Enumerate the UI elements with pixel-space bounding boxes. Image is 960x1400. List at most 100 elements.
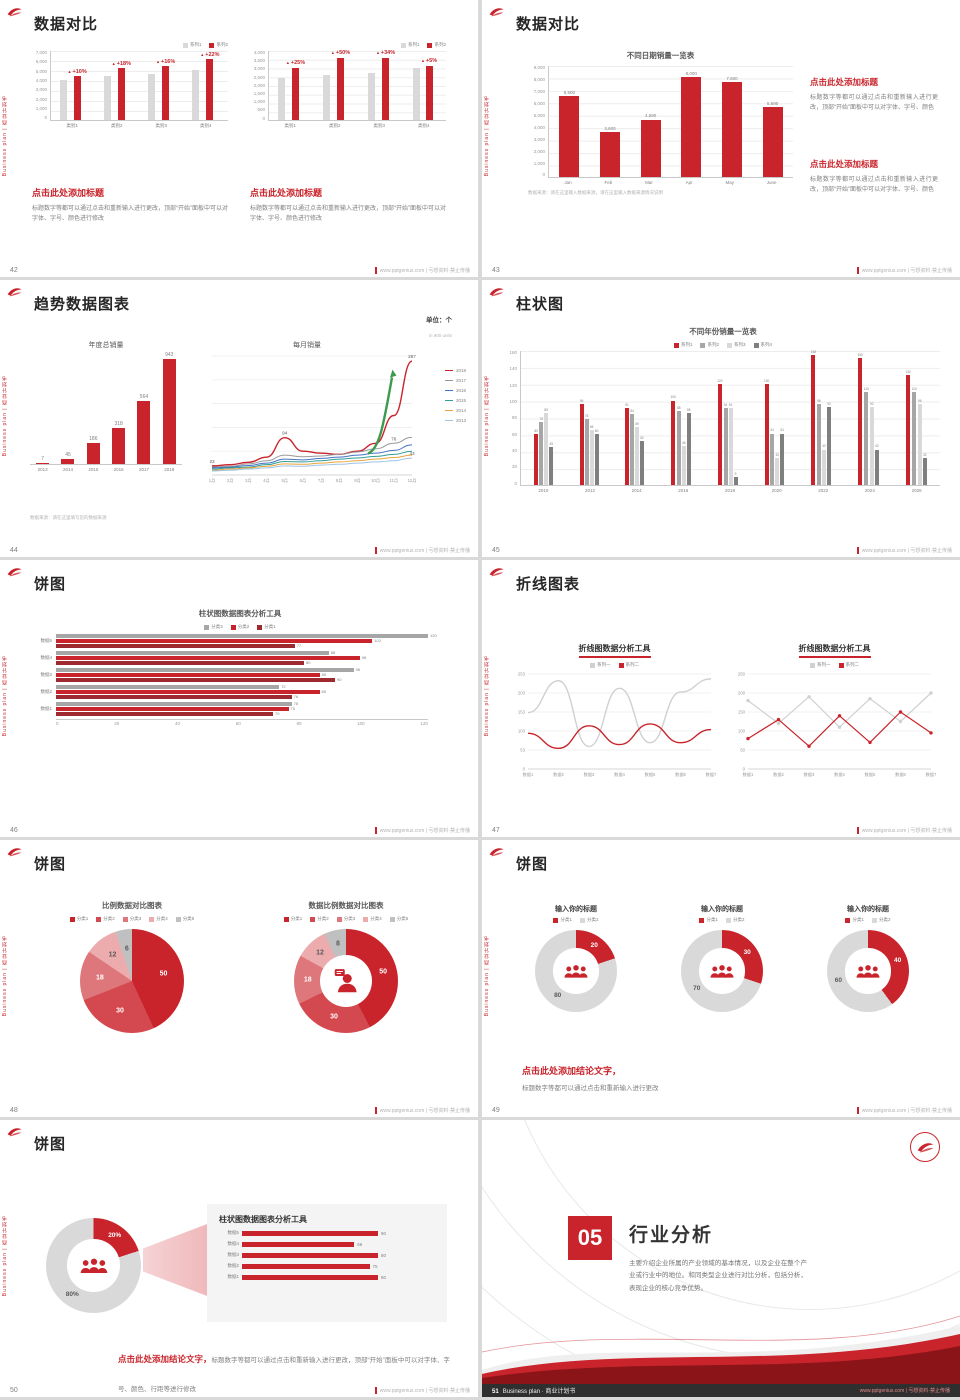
chart-element: 7,000 [35, 50, 47, 55]
chart-element: 61 [780, 428, 785, 433]
donut-block-2: 输入你的标题 分类1 分类2 30 70 [652, 904, 792, 1017]
slide-51-section-divider[interactable]: 05 行业分析 主要介绍企业所属的产业领域的基本情况，以及企业在整个产业或行业中… [482, 1120, 960, 1397]
slide-44-trend-charts[interactable]: Business plan | 商业计划书 趋势数据图表 单位：个 in 900… [0, 280, 478, 557]
chart-element [858, 358, 863, 485]
chart-element: 186 [89, 436, 98, 443]
chart-element: 9 [733, 351, 738, 485]
chart-element: +16% [156, 59, 175, 66]
slide-48-pie-charts[interactable]: Business plan | 商业计划书 饼图 比例数据对比图表 分类1 分类2… [0, 840, 478, 1117]
chart-title: 比例数据对比图表 [102, 901, 162, 910]
chart-element: 分类1 [845, 917, 864, 923]
page-number: 51 [492, 1389, 499, 1395]
chart-element: 76 [56, 702, 298, 706]
unit-subtext: in 900 units [428, 333, 452, 338]
chart-element [211, 436, 413, 468]
chart-element: 7,600 [721, 66, 742, 177]
chart-element: 564 [137, 353, 151, 464]
chart-title: 折线图数据分析工具 [578, 643, 651, 658]
chart-element [56, 678, 335, 682]
chart-element: 60 75 85 45 [534, 351, 554, 485]
chart-element: 数据6 [895, 771, 906, 778]
slide-43-data-comparison[interactable]: Business plan | 商业计划书 数据对比 不同日期销量一览表 9,0… [482, 0, 960, 277]
chart-element [630, 414, 635, 485]
donut-chart: 分类1 分类2 20 80 [506, 917, 646, 1017]
chart-element [726, 966, 732, 972]
slide-50-donut-and-bars[interactable]: Business plan | 商业计划书 饼图 20% 80% 柱状图数据图表分… [0, 1120, 478, 1397]
chart-element: 分类2 [310, 916, 329, 922]
chart-element [776, 717, 781, 722]
marker-line-chart: 系列一 系列二 250 200 150 100 50 0 数据1 数据2 数据3 数据4 数据5 数据6 数… [732, 662, 937, 784]
chart-element: 系列2 [434, 42, 446, 47]
page-number: 46 [10, 827, 18, 834]
chart-element: 类别1 [66, 123, 78, 128]
chart-element: 系列2 [216, 42, 228, 47]
chart-element: 2018 [164, 467, 175, 472]
chart-element [717, 972, 727, 978]
chart-title: 折线图数据分析工具 [798, 643, 871, 658]
line-chart-panel-right: 折线图数据分析工具 系列一 系列二 250 200 150 100 50 0 数据1 数据2 数据3… [732, 638, 937, 784]
chart-element: 系列一 [597, 662, 611, 667]
year-legend: 2018 2017 2016 2015 2014 2013 [444, 368, 466, 423]
section-number: 05 [568, 1216, 612, 1260]
chart-element: +25% +50% +34% +5% [268, 50, 446, 121]
chart-element [67, 1239, 120, 1292]
chart-element: 88 [330, 650, 336, 655]
slide-46-hbar-chart[interactable]: Business plan | 商业计划书 饼图 柱状图数据图表分析工具 分类3… [0, 560, 478, 837]
page-title: 折线图表 [516, 576, 581, 593]
chart-element: 1,500 [253, 90, 265, 96]
chart-element [80, 1258, 107, 1273]
chart-element: +22% [200, 52, 219, 59]
chart-element: 20 [590, 941, 598, 949]
brand-logo-icon [489, 848, 504, 857]
chart-element [444, 419, 453, 422]
chart-element: 数据5 120 102 77 数据4 88 98 80 数据3 96 85 90 数据2 72 85 76 数据… [28, 634, 452, 727]
chart-element: 分类3 [211, 624, 223, 629]
chart-element: 110 [912, 351, 917, 485]
chart-element: 分类3 [343, 916, 356, 921]
slide-49-donut-charts[interactable]: Business plan | 商业计划书 饼图 输入你的标题 分类1 分类2 20… [482, 840, 960, 1117]
chart-element: 7 [41, 456, 45, 463]
chart-element: 75 [539, 416, 543, 421]
chart-element: 76 [293, 694, 299, 699]
chart-element: 系列一 系列二 [732, 662, 937, 668]
chart-element [336, 973, 341, 974]
chart-element [80, 1268, 91, 1273]
chart-element [874, 449, 879, 485]
chart-element [175, 916, 181, 922]
chart-element: 系列一 系列二 [512, 662, 717, 668]
slide-42-data-comparison[interactable]: Business plan | 商业计划书 数据对比 系列1 系列2 7,000 6,… [0, 0, 478, 277]
chart-element: 9,000 [533, 65, 545, 70]
chart-element [872, 966, 878, 972]
chart-element: 3月 [245, 478, 252, 484]
chart-element: 1月 [209, 478, 216, 484]
chart-element [206, 59, 214, 120]
chart-element: 系列一 [810, 662, 831, 668]
chart-element [869, 407, 874, 485]
chart-element [578, 973, 588, 978]
chart-element: 50 30 18 12 8 [294, 929, 398, 1033]
chart-element: 数据3 [40, 672, 52, 677]
footer-site: www.pptgenius.com | 亏想资料·禁止传播 [374, 267, 470, 274]
chart-element [310, 916, 316, 922]
chart-element: +22% [192, 51, 219, 120]
conclusion-body: 标题数字等都可以通过点击和重新输入进行更改 [522, 1085, 659, 1092]
chart-element: 72 85 76 [56, 685, 326, 699]
slide-47-line-charts[interactable]: Business plan | 商业计划书 折线图表 折线图数据分析工具 系列一… [482, 560, 960, 837]
chart-element: 45 [549, 441, 553, 446]
chart-element: +5% [421, 51, 437, 120]
chart-element: 40 60 [827, 930, 909, 1012]
chart-element [149, 916, 155, 922]
chart-element [858, 966, 864, 972]
chart-element: 150 [857, 353, 863, 358]
chart-element [444, 409, 453, 412]
donut-chart: 分类1 分类2 30 70 [652, 917, 792, 1017]
chart-element: 6,500 [559, 66, 580, 177]
footer-site: www.pptgenius.com | 亏想资料·禁止传播 [374, 1107, 470, 1114]
chart-element [699, 948, 745, 994]
chart-element: 系列2 [427, 42, 446, 48]
chart-element: 60 [235, 721, 241, 726]
chart-element: 60 [511, 431, 517, 437]
chart-element [96, 1268, 107, 1273]
brand-logo-icon [7, 568, 22, 577]
slide-45-column-chart[interactable]: Business plan | 商业计划书 柱状图 不同年份销量一览表 系列1 系… [482, 280, 960, 557]
